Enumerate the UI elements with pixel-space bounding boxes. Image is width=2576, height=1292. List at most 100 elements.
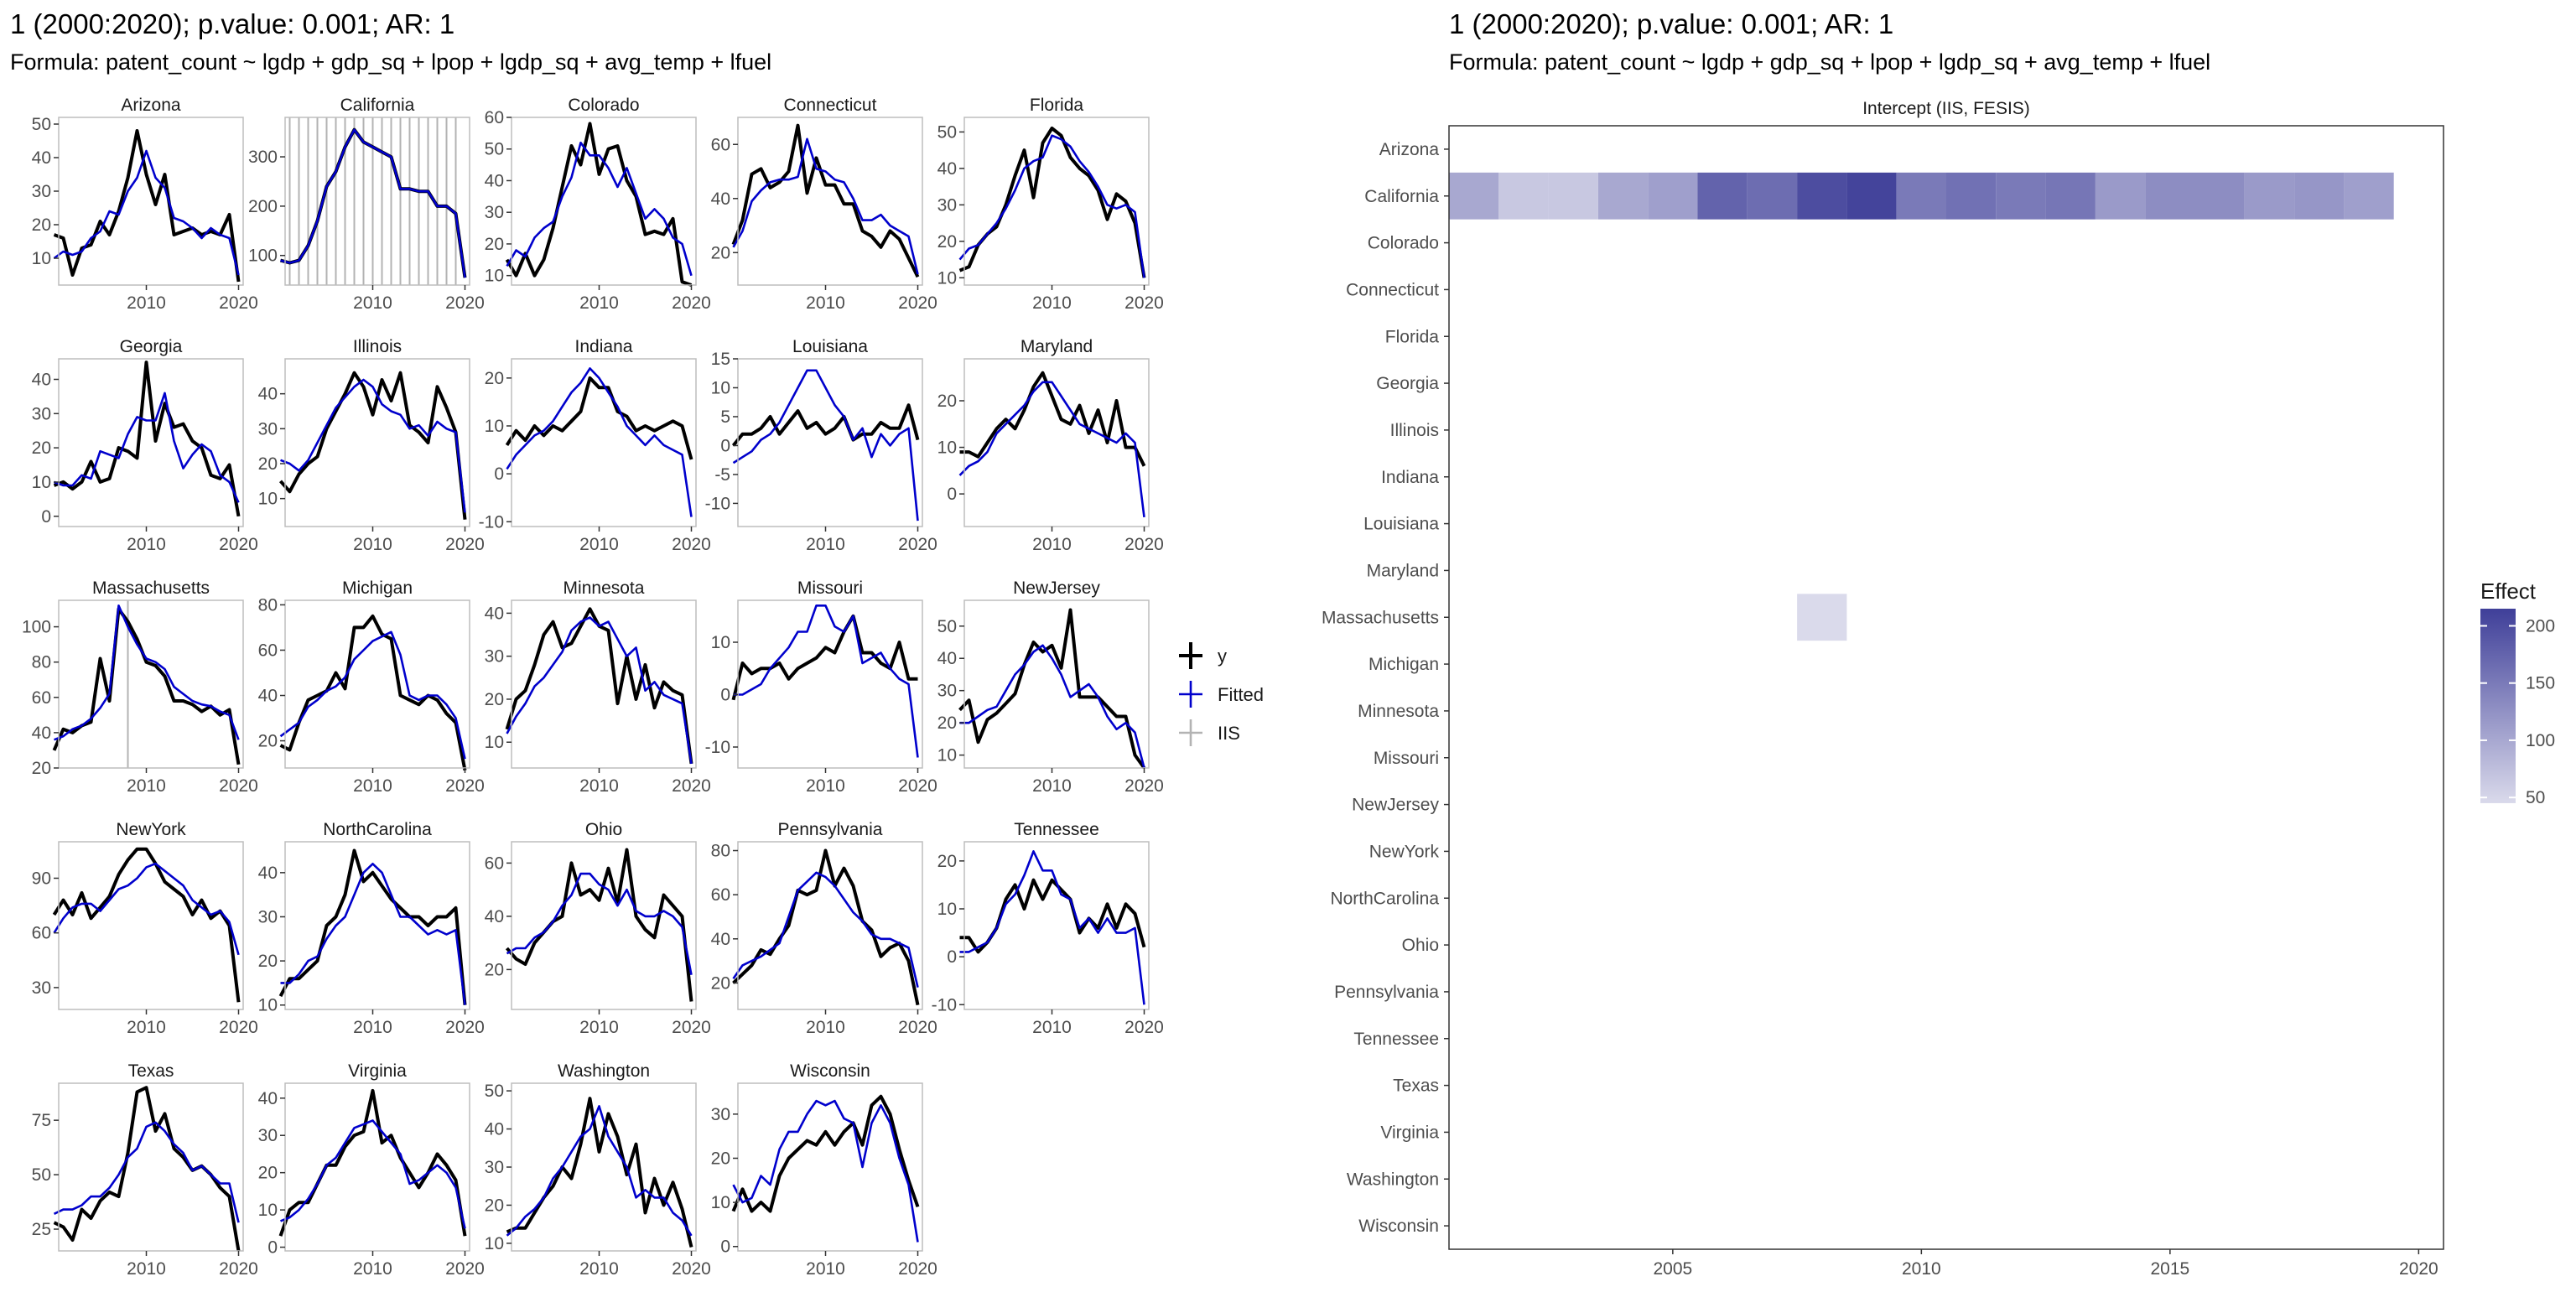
facet-panel-bg bbox=[964, 600, 1149, 768]
heat-xtick-label-2005: 2005 bbox=[1653, 1259, 1692, 1279]
heat-row-label-arizona: Arizona bbox=[1379, 140, 1440, 159]
ytick-label-georgia: 0 bbox=[41, 507, 51, 527]
ytick-label-pennsylvania: 40 bbox=[711, 930, 730, 949]
facet-florida: Florida102030405020102020 bbox=[937, 96, 1164, 313]
ytick-label-colorado: 30 bbox=[485, 203, 504, 222]
xtick-label-pennsylvania: 2020 bbox=[898, 1018, 937, 1037]
facet-title-california: California bbox=[340, 96, 415, 115]
legend-label-fitted: Fitted bbox=[1218, 684, 1264, 705]
ytick-label-newjersey: 50 bbox=[937, 617, 957, 636]
xtick-label-maryland: 2020 bbox=[1124, 535, 1164, 554]
ytick-label-louisiana: 5 bbox=[720, 407, 730, 427]
ytick-label-wisconsin: 0 bbox=[720, 1238, 730, 1257]
heat-cell-massachusetts-2008 bbox=[1797, 594, 1846, 641]
facet-title-illinois: Illinois bbox=[353, 337, 402, 356]
heat-xtick-label-2010: 2010 bbox=[1902, 1259, 1941, 1279]
ytick-label-florida: 20 bbox=[937, 232, 957, 252]
ytick-label-florida: 40 bbox=[937, 159, 957, 179]
facet-title-connecticut: Connecticut bbox=[784, 96, 877, 115]
heat-cell-california-2015 bbox=[2145, 173, 2194, 220]
ytick-label-newjersey: 20 bbox=[937, 713, 957, 733]
heat-cell-california-2006 bbox=[1698, 173, 1748, 220]
heat-row-label-florida: Florida bbox=[1385, 327, 1440, 346]
heat-row-label-northcarolina: NorthCarolina bbox=[1330, 889, 1439, 908]
heat-row-label-massachusetts: Massachusetts bbox=[1322, 608, 1439, 627]
facet-virginia: Virginia01020304020102020 bbox=[258, 1061, 485, 1279]
ytick-label-ohio: 20 bbox=[485, 960, 504, 979]
ytick-label-colorado: 50 bbox=[485, 140, 504, 159]
ytick-label-washington: 30 bbox=[485, 1158, 504, 1177]
xtick-label-newyork: 2020 bbox=[219, 1018, 258, 1037]
ytick-label-arizona: 10 bbox=[32, 249, 51, 268]
facet-title-florida: Florida bbox=[1030, 96, 1084, 115]
xtick-label-newjersey: 2020 bbox=[1124, 776, 1164, 796]
ytick-label-newyork: 30 bbox=[32, 978, 51, 998]
ytick-label-missouri: 0 bbox=[720, 686, 730, 705]
ytick-label-indiana: 10 bbox=[485, 417, 504, 436]
facet-panel-bg bbox=[59, 359, 243, 527]
xtick-label-missouri: 2010 bbox=[806, 776, 845, 796]
heat-cell-california-2003 bbox=[1549, 173, 1598, 220]
ytick-label-minnesota: 30 bbox=[485, 647, 504, 667]
effect-legend: Effect50100150200 bbox=[2480, 579, 2555, 807]
facet-panel-bg bbox=[512, 842, 696, 1009]
facet-title-wisconsin: Wisconsin bbox=[790, 1061, 870, 1081]
facet-texas: Texas25507520102020 bbox=[32, 1061, 258, 1279]
xtick-label-florida: 2010 bbox=[1032, 293, 1072, 313]
xtick-label-massachusetts: 2010 bbox=[127, 776, 166, 796]
ytick-label-arizona: 50 bbox=[32, 115, 51, 134]
ytick-label-massachusetts: 20 bbox=[32, 759, 51, 778]
xtick-label-tennessee: 2010 bbox=[1032, 1018, 1072, 1037]
xtick-label-ohio: 2010 bbox=[579, 1018, 619, 1037]
xtick-label-massachusetts: 2020 bbox=[219, 776, 258, 796]
ytick-label-virginia: 20 bbox=[258, 1164, 278, 1183]
xtick-label-arizona: 2020 bbox=[219, 293, 258, 313]
ytick-label-arizona: 20 bbox=[32, 215, 51, 235]
ytick-label-georgia: 30 bbox=[32, 404, 51, 423]
heat-row-label-illinois: Illinois bbox=[1390, 421, 1439, 440]
heat-row-label-newyork: NewYork bbox=[1369, 842, 1440, 861]
facet-panel-bg bbox=[738, 1083, 922, 1251]
facet-panel-bg bbox=[285, 117, 470, 285]
ytick-label-ohio: 40 bbox=[485, 907, 504, 926]
xtick-label-georgia: 2020 bbox=[219, 535, 258, 554]
heat-cell-california-2010 bbox=[1897, 173, 1946, 220]
ytick-label-illinois: 30 bbox=[258, 419, 278, 438]
ytick-label-massachusetts: 80 bbox=[32, 653, 51, 672]
ytick-label-florida: 10 bbox=[937, 268, 957, 288]
ytick-label-maryland: 20 bbox=[937, 392, 957, 411]
ytick-label-minnesota: 10 bbox=[485, 733, 504, 752]
ytick-label-indiana: -10 bbox=[479, 512, 504, 532]
xtick-label-louisiana: 2010 bbox=[806, 535, 845, 554]
ytick-label-virginia: 40 bbox=[258, 1089, 278, 1108]
effect-break-200: 200 bbox=[2526, 616, 2555, 636]
ytick-label-texas: 50 bbox=[32, 1165, 51, 1185]
legend-item-y: y bbox=[1179, 642, 1227, 669]
facet-title-missouri: Missouri bbox=[797, 579, 863, 598]
heat-row-label-washington: Washington bbox=[1347, 1170, 1439, 1189]
facet-wisconsin: Wisconsin010203020102020 bbox=[711, 1061, 937, 1279]
heat-cell-california-2011 bbox=[1946, 173, 1996, 220]
ytick-label-virginia: 30 bbox=[258, 1126, 278, 1145]
heat-row-label-minnesota: Minnesota bbox=[1358, 702, 1439, 721]
ytick-label-wisconsin: 10 bbox=[711, 1193, 730, 1212]
ytick-label-massachusetts: 40 bbox=[32, 724, 51, 743]
heat-xtick-label-2015: 2015 bbox=[2150, 1259, 2189, 1279]
facet-northcarolina: NorthCarolina1020304020102020 bbox=[258, 820, 485, 1037]
xtick-label-colorado: 2020 bbox=[672, 293, 711, 313]
ytick-label-tennessee: 10 bbox=[937, 900, 957, 919]
heat-row-label-colorado: Colorado bbox=[1368, 234, 1439, 253]
ytick-label-northcarolina: 40 bbox=[258, 864, 278, 883]
effect-break-50: 50 bbox=[2526, 788, 2545, 807]
ytick-label-washington: 20 bbox=[485, 1196, 504, 1215]
ytick-label-colorado: 10 bbox=[485, 267, 504, 286]
heatmap-panel-bg bbox=[1449, 126, 2444, 1249]
ytick-label-michigan: 60 bbox=[258, 641, 278, 660]
heat-row-label-texas: Texas bbox=[1393, 1077, 1439, 1096]
heat-row-label-indiana: Indiana bbox=[1381, 468, 1439, 487]
heat-cell-california-2019 bbox=[2344, 173, 2393, 220]
facet-title-washington: Washington bbox=[558, 1061, 650, 1081]
ytick-label-louisiana: 0 bbox=[720, 436, 730, 455]
ytick-label-florida: 50 bbox=[937, 122, 957, 142]
